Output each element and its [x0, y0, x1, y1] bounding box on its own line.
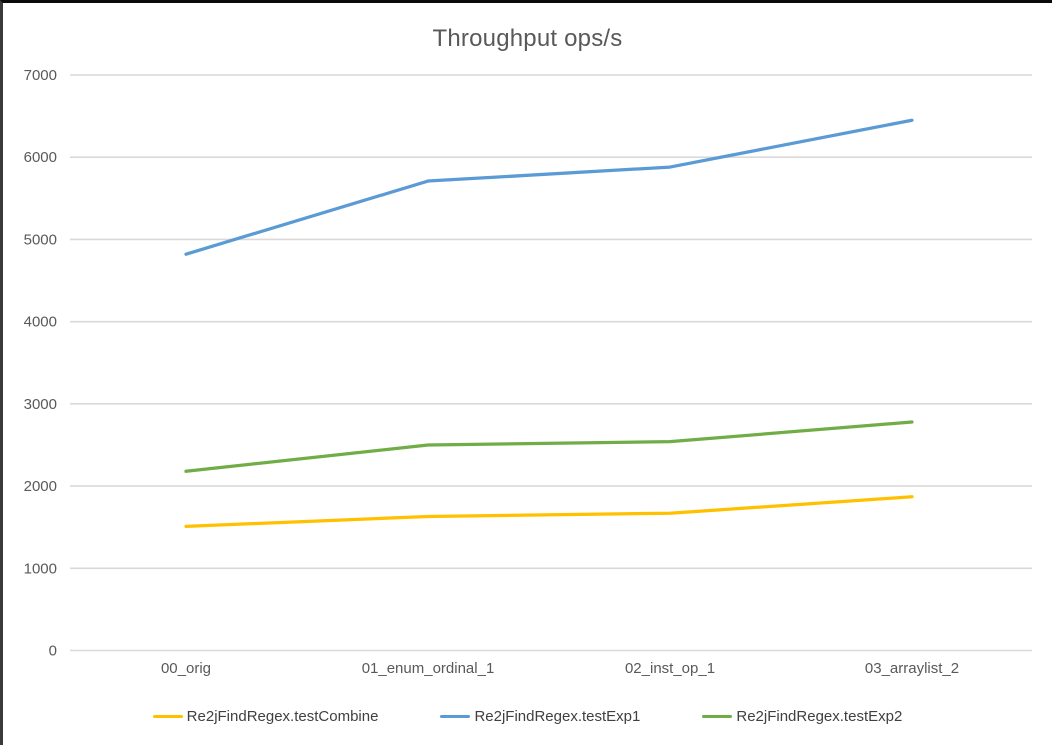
x-category-label: 00_orig — [161, 660, 211, 677]
y-tick-label: 5000 — [24, 231, 57, 248]
legend-item-Re2jFindRegex.testExp2[interactable]: Re2jFindRegex.testExp2 — [702, 708, 902, 725]
legend-item-Re2jFindRegex.testCombine[interactable]: Re2jFindRegex.testCombine — [152, 708, 379, 725]
y-tick-label: 2000 — [24, 478, 57, 495]
x-category-label: 01_enum_ordinal_1 — [362, 660, 495, 677]
chart-title: Throughput ops/s — [432, 25, 623, 52]
series-line-Re2jFindRegex.testExp1[interactable] — [184, 118, 914, 256]
legend-swatch-icon — [152, 715, 183, 718]
x-category-label: 02_inst_op_1 — [625, 660, 715, 677]
legend-label: Re2jFindRegex.testExp2 — [736, 708, 903, 725]
legend-item-Re2jFindRegex.testExp1[interactable]: Re2jFindRegex.testExp1 — [440, 708, 640, 725]
y-tick-label: 6000 — [24, 149, 57, 166]
x-category-label: 03_arraylist_2 — [865, 660, 959, 677]
legend: Re2jFindRegex.testCombine Re2jFindRegex.t… — [3, 708, 1052, 725]
series-line-Re2jFindRegex.testCombine[interactable] — [184, 495, 914, 528]
y-tick-label: 4000 — [24, 314, 57, 331]
legend-label: Re2jFindRegex.testExp1 — [474, 708, 641, 725]
y-tick-label: 0 — [49, 643, 57, 660]
legend-label: Re2jFindRegex.testCombine — [186, 708, 379, 725]
y-tick-label: 1000 — [24, 560, 57, 577]
legend-swatch-icon — [702, 715, 733, 718]
legend-swatch-icon — [440, 715, 471, 718]
y-tick-label: 3000 — [24, 396, 57, 413]
series-line-Re2jFindRegex.testExp2[interactable] — [184, 420, 914, 473]
y-tick-label: 7000 — [24, 67, 57, 84]
